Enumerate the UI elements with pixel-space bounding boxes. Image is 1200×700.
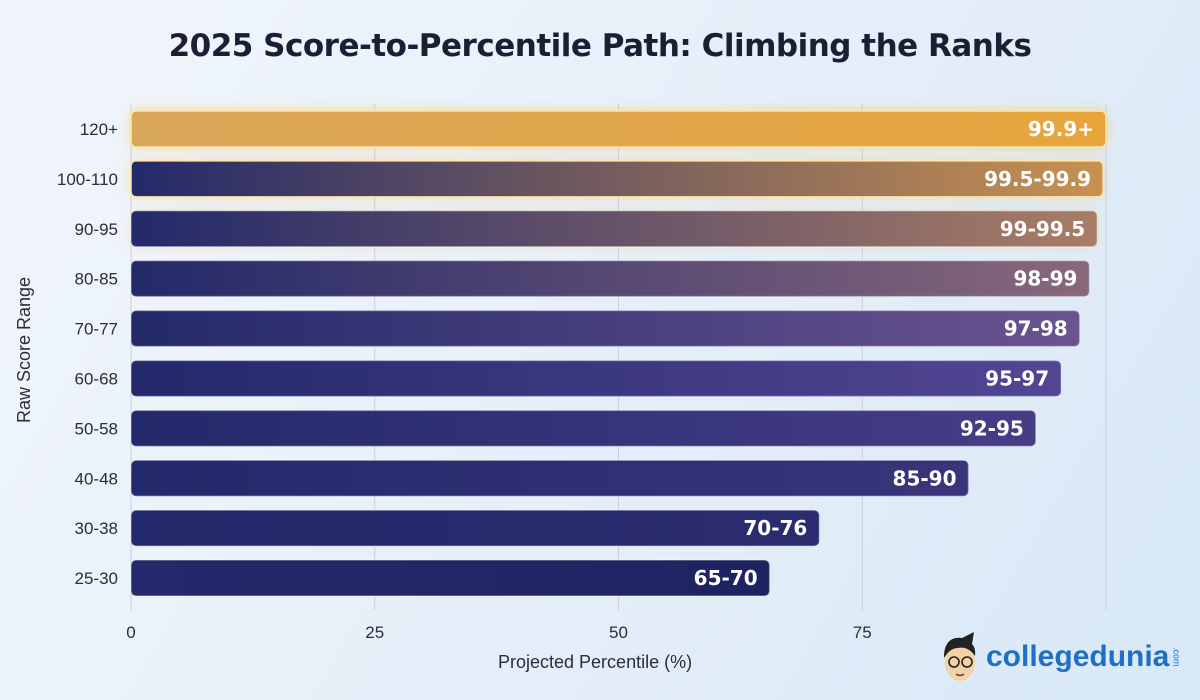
data-label: 85-90 <box>893 466 957 490</box>
mascot-icon <box>944 632 976 681</box>
x-tick-label: 0 <box>126 623 135 642</box>
bar-50-58 <box>130 409 1037 448</box>
y-tick-label: 25-30 <box>75 569 118 588</box>
bar-80-85 <box>130 259 1091 298</box>
y-tick-label: 60-68 <box>75 369 118 388</box>
y-tick-label: 100-110 <box>57 170 118 189</box>
bar-90-95 <box>130 210 1098 248</box>
y-tick-label: 50-58 <box>75 419 118 438</box>
data-label: 97-98 <box>1004 317 1068 341</box>
bar-25-30 <box>130 559 771 597</box>
y-axis-label: Raw Score Range <box>14 277 34 423</box>
data-label: 99.9+ <box>1028 117 1094 141</box>
collegedunia-logo: collegedunia .com <box>938 628 1181 686</box>
x-tick-label: 50 <box>609 623 628 642</box>
y-tick-label: 40-48 <box>75 469 118 488</box>
bar-70-77 <box>130 309 1081 348</box>
logo-suffix: .com <box>1171 647 1182 667</box>
logo-text: collegedunia <box>986 640 1170 673</box>
y-tick-label: 70-77 <box>75 320 118 339</box>
data-label: 99-99.5 <box>1000 217 1085 241</box>
bar-120+ <box>130 110 1107 148</box>
data-label: 92-95 <box>960 416 1024 440</box>
y-tick-label: 30-38 <box>75 519 118 538</box>
data-label: 99.5-99.9 <box>984 167 1091 191</box>
data-label: 70-76 <box>743 516 807 540</box>
x-axis-label: Projected Percentile (%) <box>498 652 692 672</box>
bar-30-38 <box>130 509 821 547</box>
y-tick-label: 120+ <box>80 120 118 139</box>
data-label: 98-99 <box>1013 267 1077 291</box>
data-label: 95-97 <box>985 366 1049 390</box>
bar-40-48 <box>130 459 970 497</box>
data-label: 65-70 <box>694 566 758 590</box>
chart-title: 2025 Score-to-Percentile Path: Climbing … <box>168 28 1032 64</box>
bar-100-110 <box>130 160 1104 198</box>
y-tick-label: 80-85 <box>75 270 118 289</box>
x-tick-label: 25 <box>365 623 384 642</box>
x-tick-label: 75 <box>853 623 872 642</box>
bar-60-68 <box>130 359 1062 398</box>
y-tick-label: 90-95 <box>75 220 118 239</box>
